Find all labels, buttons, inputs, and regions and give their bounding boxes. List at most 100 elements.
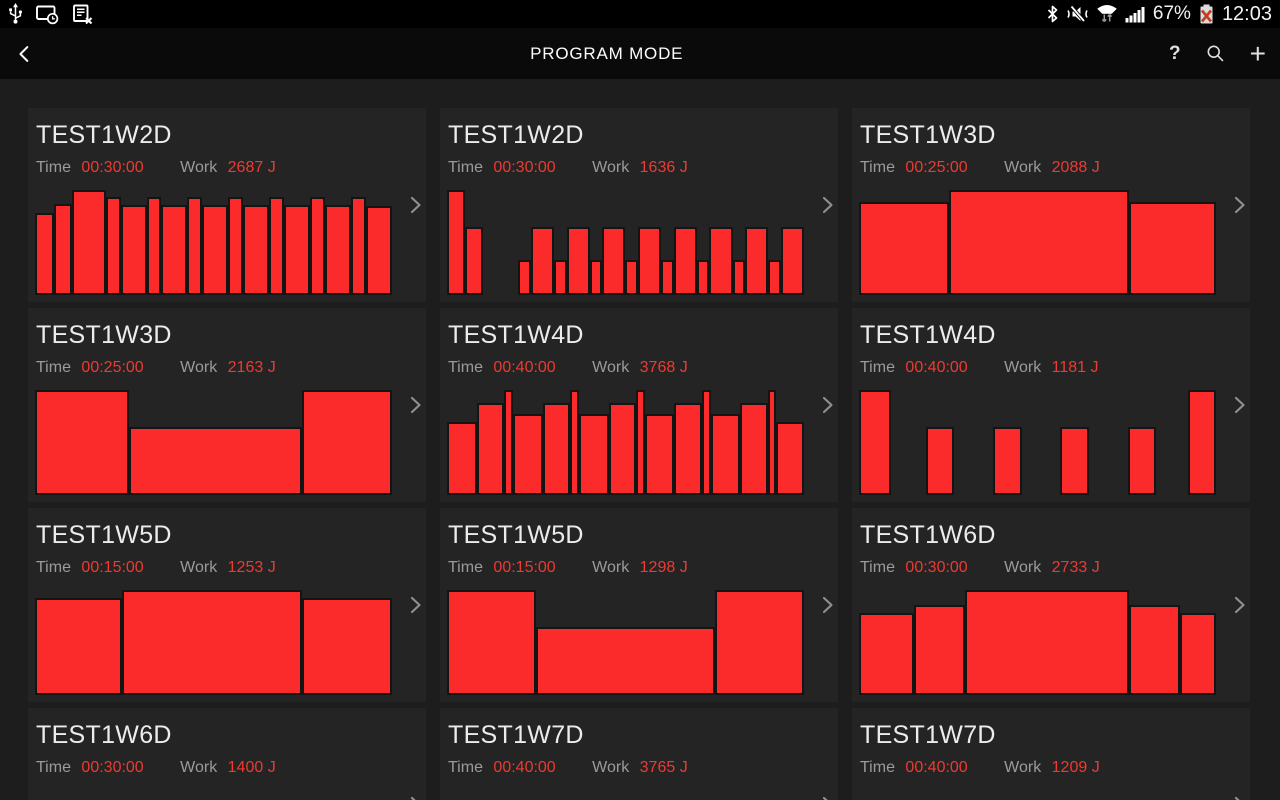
help-button[interactable]: ?: [1169, 42, 1181, 64]
chevron-right-icon: [408, 795, 423, 800]
clock: 12:03: [1221, 3, 1272, 25]
chart-bar: [536, 626, 715, 695]
program-chart: [447, 190, 804, 295]
work-label: Work: [1004, 559, 1042, 576]
chart-bar: [710, 414, 741, 495]
program-grid: TEST1W2D Time 00:30:00 Work 2687 J TEST1…: [28, 108, 1250, 800]
program-title: TEST1W4D: [860, 321, 996, 349]
chart-bar: [301, 598, 392, 695]
chart-bar: [1129, 201, 1216, 295]
chart-bar: [161, 204, 188, 295]
app-bar: PROGRAM MODE ? +: [0, 28, 1280, 79]
time-value: 00:30:00: [81, 159, 144, 176]
program-title: TEST1W2D: [36, 121, 172, 149]
chart-bar: [740, 402, 768, 495]
program-card[interactable]: TEST1W3D Time 00:25:00 Work 2163 J: [28, 308, 426, 502]
program-meta: Time 00:15:00 Work 1298 J: [448, 559, 830, 577]
program-card[interactable]: TEST1W4D Time 00:40:00 Work 3768 J: [440, 308, 838, 502]
work-value: 2733 J: [1051, 559, 1100, 576]
chart-bar: [625, 260, 638, 295]
time-label: Time: [448, 159, 483, 176]
chart-gap: [1022, 494, 1061, 495]
chart-bar: [768, 260, 781, 295]
chart-bar: [702, 390, 711, 495]
program-title: TEST1W3D: [36, 321, 172, 349]
chart-bar: [602, 226, 626, 295]
chart-bar: [637, 226, 662, 295]
chart-bar: [949, 190, 1130, 295]
chart-bar: [1127, 426, 1156, 495]
add-button[interactable]: +: [1249, 37, 1266, 69]
chevron-right-icon: [408, 195, 423, 215]
signal-strength-icon: [1125, 4, 1146, 24]
chart-bar: [310, 197, 326, 295]
chart-bar: [780, 226, 804, 295]
chevron-right-icon: [1232, 795, 1247, 800]
chart-bar: [476, 402, 505, 495]
search-button[interactable]: [1205, 43, 1226, 64]
time-value: 00:40:00: [493, 359, 556, 376]
chart-bar: [228, 197, 244, 295]
program-card[interactable]: TEST1W4D Time 00:40:00 Work 1181 J: [852, 308, 1250, 502]
time-value: 00:40:00: [493, 759, 556, 776]
program-chart: [35, 390, 392, 495]
time-label: Time: [36, 359, 71, 376]
program-title: TEST1W2D: [448, 121, 584, 149]
program-title: TEST1W6D: [36, 721, 172, 749]
chart-gap: [954, 494, 993, 495]
chart-bar: [504, 390, 513, 495]
program-card[interactable]: TEST1W7D Time 00:40:00 Work 1209 J: [852, 708, 1250, 800]
search-icon: [1207, 45, 1224, 62]
chevron-right-icon: [820, 595, 835, 615]
time-label: Time: [36, 559, 71, 576]
program-meta: Time 00:40:00 Work 3765 J: [448, 759, 830, 777]
work-label: Work: [1004, 159, 1042, 176]
program-title: TEST1W3D: [860, 121, 996, 149]
program-card[interactable]: TEST1W5D Time 00:15:00 Work 1298 J: [440, 508, 838, 702]
chart-bar: [202, 204, 229, 295]
program-card[interactable]: TEST1W2D Time 00:30:00 Work 2687 J: [28, 108, 426, 302]
program-chart: [35, 790, 392, 800]
chevron-right-icon: [820, 195, 835, 215]
chart-bar: [859, 390, 891, 495]
time-label: Time: [860, 759, 895, 776]
program-card[interactable]: TEST1W3D Time 00:25:00 Work 2088 J: [852, 108, 1250, 302]
program-chart: [447, 390, 804, 495]
chart-bar: [913, 604, 965, 695]
program-card[interactable]: TEST1W6D Time 00:30:00 Work 2733 J: [852, 508, 1250, 702]
work-label: Work: [592, 359, 630, 376]
chart-bar: [589, 260, 603, 295]
chart-bar: [121, 590, 302, 695]
chart-bar: [187, 197, 203, 295]
program-card[interactable]: TEST1W2D Time 00:30:00 Work 1636 J: [440, 108, 838, 302]
chart-gap: [1156, 494, 1188, 495]
chart-bar: [243, 204, 270, 295]
chevron-right-icon: [1232, 195, 1247, 215]
back-button[interactable]: [14, 37, 48, 71]
work-label: Work: [180, 159, 218, 176]
program-title: TEST1W5D: [36, 521, 172, 549]
time-value: 00:15:00: [81, 559, 144, 576]
program-card[interactable]: TEST1W7D Time 00:40:00 Work 3765 J: [440, 708, 838, 800]
bluetooth-icon: [1046, 4, 1059, 24]
work-label: Work: [592, 759, 630, 776]
chart-bar: [859, 613, 914, 695]
chart-bar: [269, 197, 285, 295]
program-card[interactable]: TEST1W6D Time 00:30:00 Work 1400 J: [28, 708, 426, 800]
chart-bar: [35, 390, 129, 495]
chart-bar: [776, 421, 804, 495]
program-meta: Time 00:30:00 Work 2687 J: [36, 159, 418, 177]
program-chart: [859, 790, 1216, 800]
chevron-right-icon: [820, 795, 835, 800]
vibrate-mute-icon: [1066, 4, 1089, 24]
chevron-right-icon: [1232, 595, 1247, 615]
program-card[interactable]: TEST1W5D Time 00:15:00 Work 1253 J: [28, 508, 426, 702]
chart-bar: [365, 205, 392, 295]
chart-bar: [464, 226, 483, 295]
time-value: 00:25:00: [905, 159, 968, 176]
work-value: 1181 J: [1051, 359, 1099, 376]
program-meta: Time 00:25:00 Work 2163 J: [36, 359, 418, 377]
chart-bar: [767, 390, 777, 495]
work-value: 1636 J: [639, 159, 688, 176]
program-title: TEST1W7D: [860, 721, 996, 749]
